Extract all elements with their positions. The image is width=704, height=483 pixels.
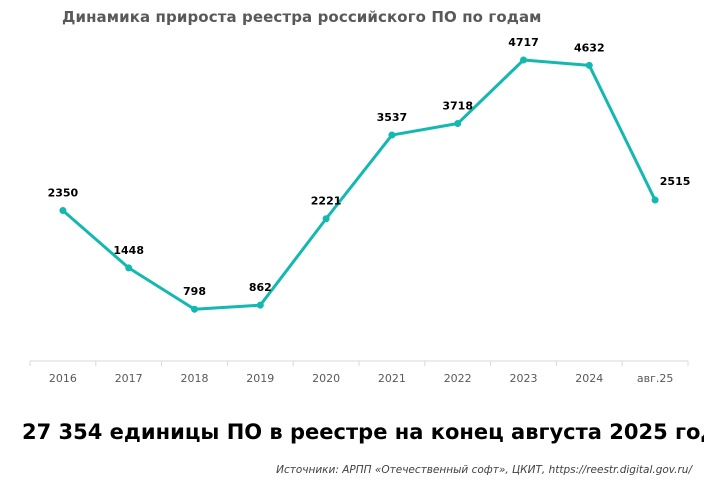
x-tick-label: 2020	[312, 372, 340, 385]
source-note: Источники: АРПП «Отечественный софт», ЦК…	[276, 464, 692, 476]
x-tick-label: авг.25	[637, 372, 674, 385]
data-label: 798	[183, 285, 206, 298]
data-point	[651, 196, 659, 204]
data-point	[585, 61, 593, 69]
x-tick-label: 2021	[378, 372, 406, 385]
data-label: 3718	[442, 100, 473, 113]
data-point	[59, 207, 67, 215]
data-label: 2221	[311, 195, 342, 208]
series-line	[61, 58, 657, 311]
data-point	[454, 120, 462, 128]
data-label: 2350	[48, 187, 79, 200]
data-label: 2515	[660, 175, 691, 188]
x-tick-label: 2018	[181, 372, 209, 385]
data-point	[520, 56, 527, 64]
data-point	[191, 305, 198, 313]
data-label: 4632	[574, 41, 605, 54]
data-label: 1448	[113, 244, 144, 257]
data-point	[256, 301, 264, 309]
x-tick-label: 2017	[115, 372, 143, 385]
data-label: 862	[249, 281, 272, 294]
x-tick-label: 2024	[575, 372, 603, 385]
data-point	[125, 264, 133, 272]
x-tick-label: 2023	[510, 372, 538, 385]
chart-title: Динамика прироста реестра российского ПО…	[62, 8, 542, 26]
headline: 27 354 единицы ПО в реестре на конец авг…	[22, 420, 704, 444]
x-tick-label: 2016	[49, 372, 77, 385]
x-tick-label: 2019	[246, 372, 274, 385]
data-label: 3537	[377, 111, 408, 124]
x-tick-label: 2022	[444, 372, 472, 385]
data-point	[388, 131, 396, 139]
data-point	[322, 215, 330, 223]
data-label: 4717	[508, 36, 539, 49]
line-chart: 2016 2017 2018 2019 2020 2021 2022 2023 2024 авг.…	[29, 36, 691, 385]
